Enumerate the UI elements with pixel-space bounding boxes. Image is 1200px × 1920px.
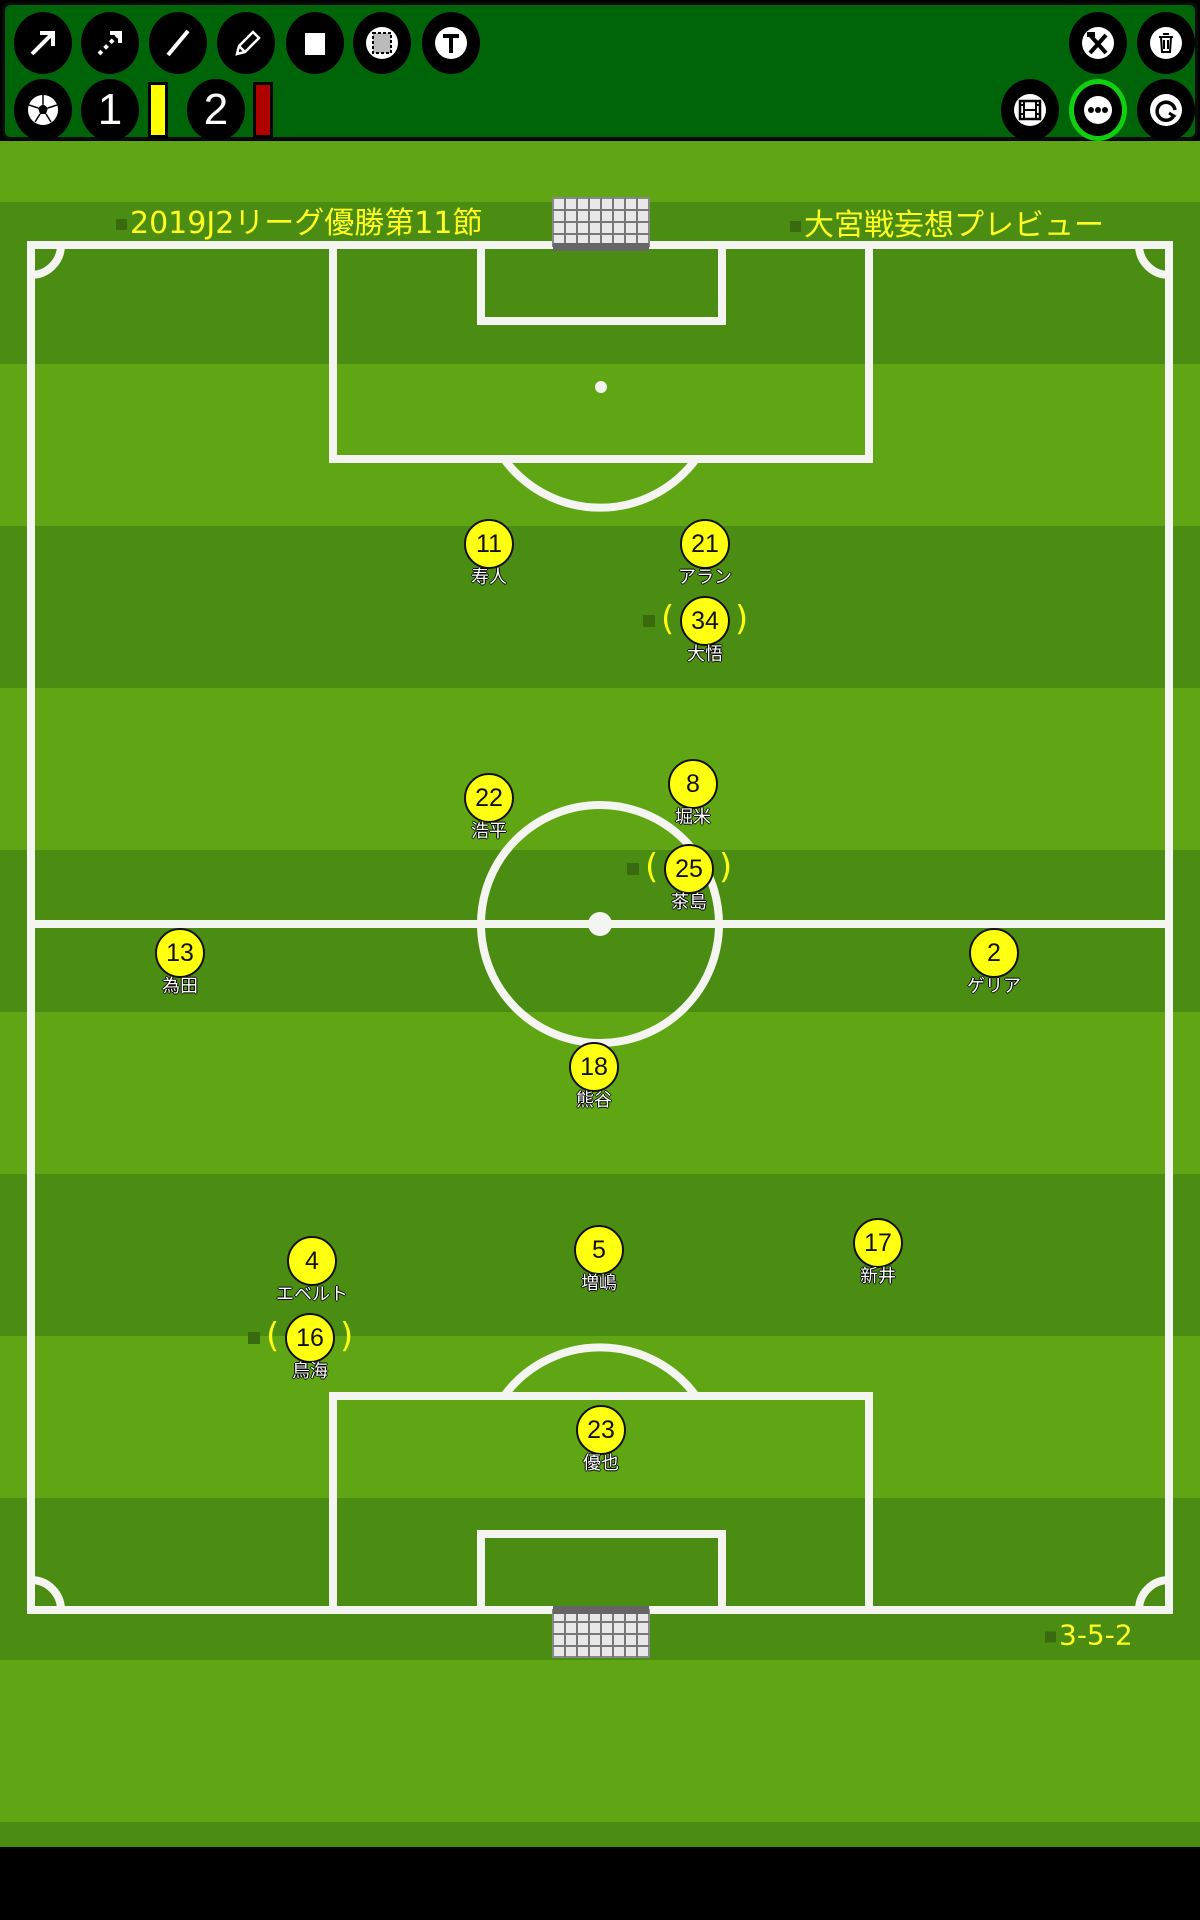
substitute-bracket-left: ( [645,847,659,887]
player-name: 新井 [860,1266,896,1287]
player-name: エベルト [276,1284,348,1305]
trash-icon [1150,27,1182,59]
player-number[interactable]: 13 [155,928,205,978]
rectangle-tool-button[interactable] [286,12,344,74]
substitute-bracket-right: ) [735,599,749,639]
player-number[interactable]: 17 [853,1218,903,1268]
tools-settings-button[interactable] [1069,12,1127,74]
substitute-bracket-right: ) [340,1316,354,1356]
player-number[interactable]: 18 [569,1042,619,1092]
player-number[interactable]: 4 [287,1236,337,1286]
player-name: 浩平 [471,821,507,842]
rotate-button[interactable] [1137,79,1195,141]
player-name: 寿人 [471,567,507,588]
red-card-button[interactable] [253,82,273,138]
text-tool-button[interactable] [422,12,480,74]
more-dots-icon [1084,96,1112,124]
tactics-board[interactable]: 2019J2リーグ優勝第11節 大宮戦妄想プレビュー 3-5-2 11 寿人 21 ア… [0,141,1200,1847]
pencil-tool-button[interactable] [217,12,275,74]
line-icon [166,29,190,57]
arrow-icon [30,31,55,56]
filled-square-icon [305,33,325,55]
player-name: アラン [678,567,732,588]
team2-button[interactable]: 2 [187,79,245,141]
navigation-bar-area [0,1847,1200,1920]
player-number[interactable]: 16 [285,1313,335,1363]
arrow-tool-button[interactable] [14,12,72,74]
toolbar: 1 2 [2,2,1198,141]
player-name: 鳥海 [292,1361,328,1382]
yellow-card-button[interactable] [148,82,168,138]
film-icon [1014,94,1046,126]
player-name: 堀米 [675,807,711,828]
player-name: 熊谷 [576,1090,612,1111]
player-name: 増嶋 [581,1273,617,1294]
ball-button[interactable] [14,79,72,141]
sub-marker [627,863,639,875]
hammer-wrench-icon [1082,27,1114,59]
player-number[interactable]: 34 [680,596,730,646]
top-goal [552,197,650,251]
trash-button[interactable] [1137,12,1195,74]
more-button[interactable] [1069,79,1127,141]
grass-stripes [0,202,1200,1847]
player-name: ゲリア [967,976,1021,997]
player-name: 茶島 [671,892,707,913]
player-number[interactable]: 2 [969,928,1019,978]
film-button[interactable] [1001,79,1059,141]
player-number[interactable]: 5 [574,1225,624,1275]
pitch-lines [27,197,1173,1658]
rotate-icon [1150,94,1182,126]
dashed-area-icon [366,27,398,59]
player-number[interactable]: 11 [464,519,514,569]
player-number[interactable]: 21 [680,519,730,569]
dotted-arrow-tool-button[interactable] [81,12,139,74]
bottom-goal [552,1606,650,1658]
player-number[interactable]: 23 [576,1405,626,1455]
player-number[interactable]: 8 [668,759,718,809]
substitute-bracket-right: ) [719,847,733,887]
dotted-arrow-icon [97,31,122,56]
line-tool-button[interactable] [149,12,207,74]
sub-marker [248,1332,260,1344]
pencil-icon [235,30,261,56]
team1-button[interactable]: 1 [81,79,139,141]
formation-label[interactable]: 3-5-2 [1045,1619,1133,1652]
player-name: 為田 [162,976,198,997]
title-left[interactable]: 2019J2リーグ優勝第11節 [116,198,482,242]
title-right[interactable]: 大宮戦妄想プレビュー [790,200,1104,244]
soccer-ball-icon [28,95,58,125]
substitute-bracket-left: ( [661,599,675,639]
text-t-icon [435,27,467,59]
area-tool-button[interactable] [353,12,411,74]
substitute-bracket-left: ( [266,1316,280,1356]
player-name: 優也 [583,1453,619,1474]
player-name: 大悟 [687,644,723,665]
player-number[interactable]: 25 [664,844,714,894]
player-number[interactable]: 22 [464,773,514,823]
sub-marker [643,615,655,627]
